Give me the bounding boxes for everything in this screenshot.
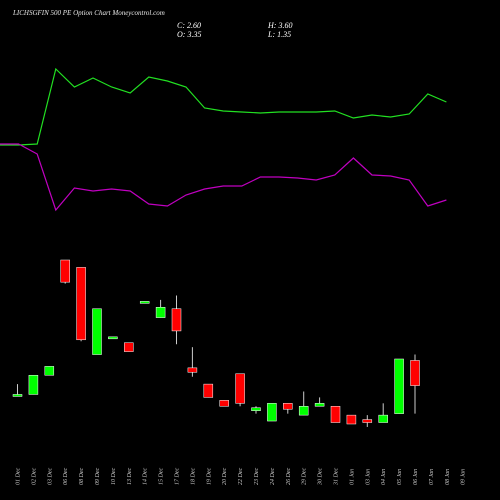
candle-body — [124, 342, 134, 352]
x-tick-label: 31 Dec — [334, 468, 340, 486]
x-tick-label: 07 Jan — [429, 469, 435, 485]
candle — [28, 374, 39, 395]
candle — [267, 403, 277, 422]
candle — [124, 342, 134, 352]
candle — [394, 358, 404, 414]
candle — [187, 347, 198, 377]
x-tick-label: 29 Dec — [302, 468, 308, 485]
candle — [155, 299, 166, 318]
candle — [251, 406, 261, 414]
x-tick-label: 09 Jan — [461, 469, 467, 485]
x-tick-label: 01 Jan — [349, 469, 355, 485]
candle-body — [60, 259, 70, 283]
x-tick-label: 19 Dec — [206, 468, 212, 485]
candle-body — [330, 406, 341, 423]
candle — [283, 403, 293, 414]
x-tick-label: 05 Jan — [397, 469, 403, 485]
candle-body — [187, 367, 198, 373]
candle — [235, 373, 245, 407]
x-tick-label: 03 Dec — [47, 468, 53, 485]
indicator-line-green — [0, 67, 447, 146]
candle-body — [346, 414, 357, 425]
candle-body — [298, 406, 309, 416]
candle — [378, 403, 388, 423]
close-value: C: 2.60 — [177, 21, 201, 30]
candle — [314, 397, 325, 407]
candle-body — [76, 267, 86, 341]
candle — [410, 354, 420, 414]
candle — [362, 415, 373, 427]
x-tick-label: 20 Dec — [222, 468, 228, 485]
candlesticks — [12, 259, 420, 427]
candle — [330, 406, 341, 423]
chart-title: LICHSGFIN 500 PE Option Chart Moneycontr… — [13, 9, 165, 17]
candle-body — [139, 301, 150, 304]
x-tick-label: 03 Jan — [365, 469, 371, 485]
candle — [219, 400, 229, 407]
x-tick-label: 30 Dec — [318, 468, 324, 486]
candle-body — [410, 360, 420, 386]
candle-body — [267, 403, 277, 422]
x-tick-label: 09 Dec — [95, 468, 101, 485]
x-tick-label: 04 Jan — [380, 469, 387, 485]
x-tick-label: 24 Dec — [269, 468, 276, 485]
x-tick-label: 08 Dec — [79, 468, 85, 485]
open-value: O: 3.35 — [177, 30, 202, 39]
x-tick-label: 14 Dec — [142, 468, 149, 485]
candle — [60, 259, 70, 284]
x-tick-label: 02 Dec — [31, 468, 37, 485]
candle-body — [155, 307, 166, 318]
candle — [298, 391, 309, 416]
x-tick-label: 17 Dec — [175, 468, 181, 485]
candle — [346, 414, 357, 425]
candle — [76, 267, 86, 342]
candle — [12, 384, 23, 397]
high-value: H: 3.60 — [268, 21, 293, 30]
x-axis-labels: 01 Dec 02 Dec 03 Dec 06 Dec 08 Dec 09 Dec 10 D… — [16, 468, 467, 486]
x-tick-label: 26 Dec — [286, 468, 292, 485]
low-value: L: 1.35 — [268, 30, 292, 39]
indicator-lines — [0, 67, 447, 212]
x-tick-label: 01 Dec — [16, 468, 22, 485]
candle-body — [251, 407, 261, 411]
candle — [92, 308, 102, 355]
candle-body — [219, 400, 229, 407]
candle-body — [378, 414, 388, 423]
candle-body — [44, 366, 55, 376]
candle-body — [28, 374, 39, 395]
x-tick-label: 22 Dec — [238, 468, 244, 485]
candle — [203, 383, 214, 398]
candle-body — [108, 336, 118, 340]
candle — [44, 366, 55, 376]
candle-body — [171, 308, 182, 332]
x-tick-label: 15 Dec — [159, 468, 165, 485]
x-tick-label: 10 Dec — [111, 468, 117, 485]
candle-body — [394, 358, 404, 414]
candle — [171, 295, 182, 345]
x-tick-label: 06 Jan — [413, 469, 419, 485]
x-tick-label: 06 Dec — [63, 468, 69, 485]
candle — [108, 336, 118, 340]
candle-body — [362, 419, 373, 423]
x-tick-label: 08 Jan — [445, 469, 451, 485]
candle — [139, 301, 150, 304]
candle-body — [235, 373, 245, 404]
candle-body — [314, 403, 325, 407]
indicator-line-magenta — [0, 143, 447, 212]
x-tick-label: 18 Dec — [190, 468, 196, 485]
candle-body — [92, 308, 102, 355]
candle-body — [12, 394, 23, 397]
x-tick-label: 23 Dec — [254, 468, 260, 485]
candle-body — [283, 403, 293, 410]
candle-body — [203, 383, 214, 398]
x-tick-label: 13 Dec — [127, 468, 133, 485]
